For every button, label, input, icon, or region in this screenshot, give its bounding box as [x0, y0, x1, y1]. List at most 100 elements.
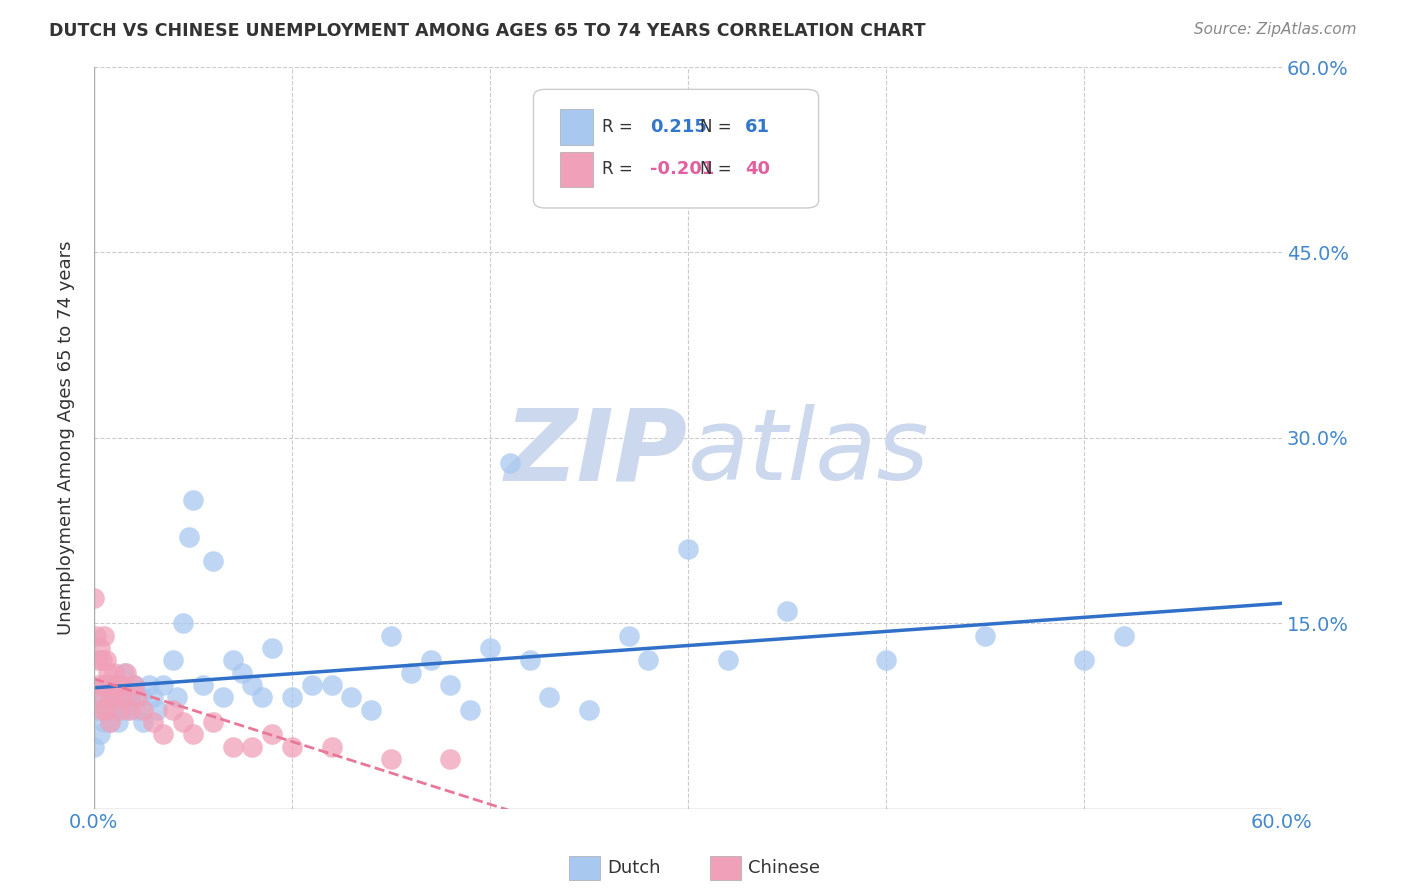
Point	[240, 678, 263, 692]
Point	[439, 678, 461, 692]
Point	[98, 714, 121, 729]
Point	[240, 739, 263, 754]
Point	[84, 628, 107, 642]
Point	[112, 665, 135, 680]
Point	[191, 678, 214, 692]
Point	[138, 678, 160, 692]
Point	[201, 714, 224, 729]
Point	[97, 665, 120, 680]
Point	[108, 703, 131, 717]
Point	[87, 678, 110, 692]
Text: Dutch: Dutch	[607, 859, 661, 877]
Point	[166, 690, 188, 705]
Point	[122, 678, 145, 692]
Text: R =: R =	[602, 118, 638, 136]
Point	[419, 653, 441, 667]
Point	[93, 678, 115, 692]
Y-axis label: Unemployment Among Ages 65 to 74 years: Unemployment Among Ages 65 to 74 years	[58, 241, 75, 635]
Point	[676, 542, 699, 557]
Point	[380, 628, 402, 642]
Point	[90, 690, 112, 705]
Point	[104, 690, 127, 705]
Point	[617, 628, 640, 642]
Point	[231, 665, 253, 680]
Point	[776, 604, 799, 618]
Point	[380, 752, 402, 766]
Point	[340, 690, 363, 705]
Point	[112, 690, 135, 705]
Point	[152, 678, 174, 692]
Point	[499, 456, 522, 470]
Text: 40: 40	[745, 161, 770, 178]
Point	[107, 714, 129, 729]
Point	[93, 714, 115, 729]
Point	[162, 703, 184, 717]
Point	[94, 653, 117, 667]
Point	[1073, 653, 1095, 667]
Point	[439, 752, 461, 766]
Point	[142, 714, 165, 729]
Point	[262, 727, 284, 741]
Point	[478, 640, 501, 655]
Text: R =: R =	[602, 161, 638, 178]
Text: N =: N =	[700, 161, 737, 178]
Point	[146, 703, 169, 717]
Text: -0.201: -0.201	[650, 161, 714, 178]
Point	[637, 653, 659, 667]
Text: DUTCH VS CHINESE UNEMPLOYMENT AMONG AGES 65 TO 74 YEARS CORRELATION CHART: DUTCH VS CHINESE UNEMPLOYMENT AMONG AGES…	[49, 22, 925, 40]
Point	[132, 714, 155, 729]
Point	[132, 703, 155, 717]
Text: ZIP: ZIP	[505, 404, 688, 501]
Point	[131, 690, 153, 705]
Point	[83, 591, 105, 606]
Point	[142, 690, 165, 705]
Point	[181, 727, 204, 741]
Point	[118, 703, 141, 717]
Point	[172, 714, 194, 729]
Bar	[560, 110, 593, 145]
Point	[321, 678, 343, 692]
Point	[201, 554, 224, 568]
Point	[262, 640, 284, 655]
Point	[97, 703, 120, 717]
Point	[181, 492, 204, 507]
Point	[108, 690, 131, 705]
Point	[107, 678, 129, 692]
Point	[1112, 628, 1135, 642]
Text: 0.215: 0.215	[650, 118, 707, 136]
Point	[94, 703, 117, 717]
Point	[122, 678, 145, 692]
Point	[114, 703, 136, 717]
Point	[152, 727, 174, 741]
Point	[281, 739, 304, 754]
Point	[89, 690, 111, 705]
Point	[321, 739, 343, 754]
Point	[360, 703, 382, 717]
Point	[127, 690, 149, 705]
Point	[221, 653, 243, 667]
Point	[399, 665, 422, 680]
Text: Source: ZipAtlas.com: Source: ZipAtlas.com	[1194, 22, 1357, 37]
Point	[177, 530, 200, 544]
Point	[100, 690, 122, 705]
Point	[94, 678, 117, 692]
Point	[538, 690, 561, 705]
Text: atlas: atlas	[688, 404, 929, 501]
Point	[875, 653, 897, 667]
Point	[98, 714, 121, 729]
Point	[211, 690, 233, 705]
Point	[301, 678, 323, 692]
Point	[87, 703, 110, 717]
Point	[716, 653, 738, 667]
FancyBboxPatch shape	[533, 89, 818, 208]
Point	[458, 703, 481, 717]
Point	[221, 739, 243, 754]
Text: N =: N =	[700, 118, 737, 136]
Point	[974, 628, 997, 642]
Point	[172, 616, 194, 631]
Point	[89, 727, 111, 741]
Point	[83, 739, 105, 754]
Point	[578, 703, 600, 717]
Point	[519, 653, 541, 667]
Point	[100, 678, 122, 692]
